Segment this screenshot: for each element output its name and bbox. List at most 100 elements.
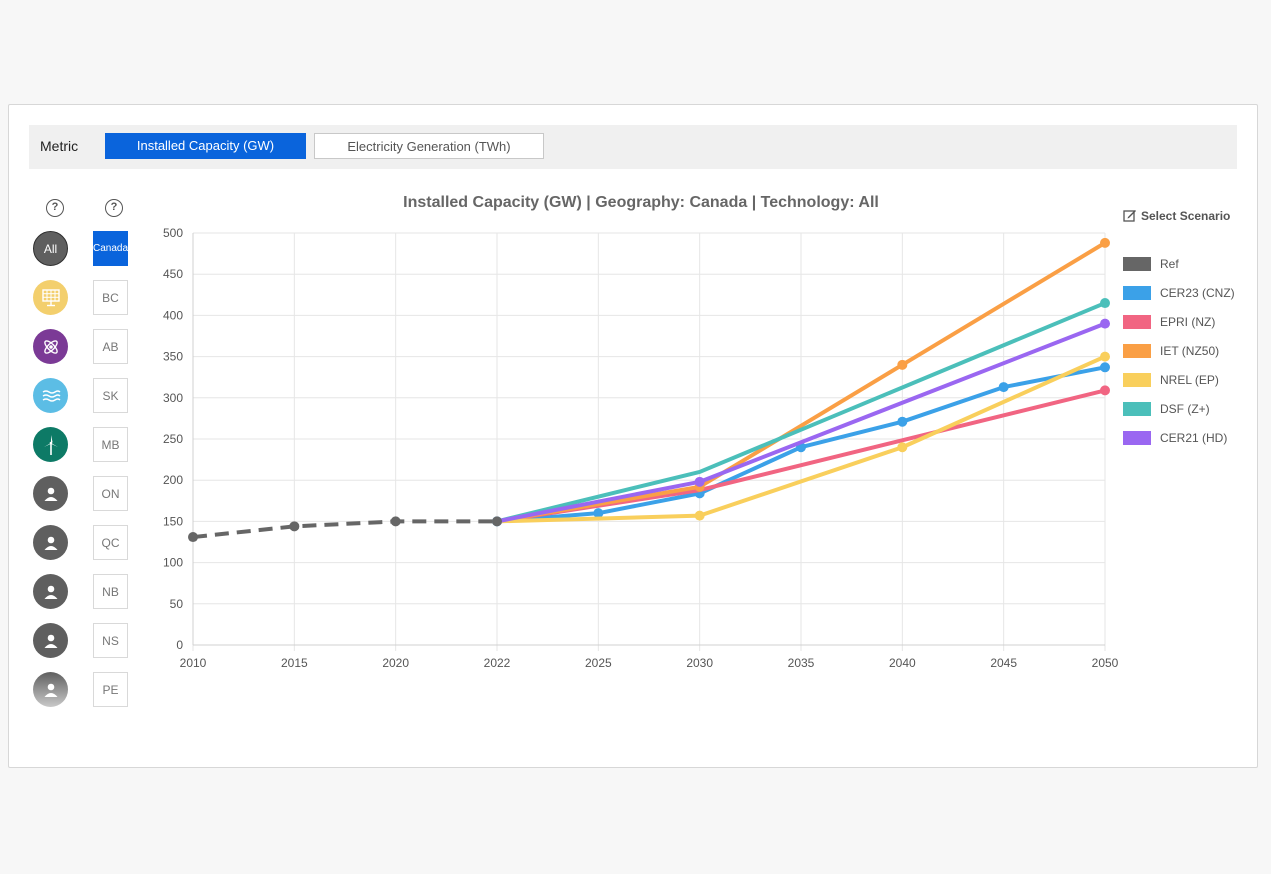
- electricity-generation-button[interactable]: Electricity Generation (TWh): [314, 133, 544, 159]
- legend-item-cer21-hd[interactable]: CER21 (HD): [1123, 423, 1235, 452]
- x-tick-label: 2030: [686, 656, 713, 670]
- series-line-ref: [192, 519, 497, 540]
- data-point-ref: [188, 532, 198, 543]
- tech-nuclear-button[interactable]: [33, 329, 68, 364]
- tech-item-6-button[interactable]: [33, 476, 68, 511]
- geo-on-button[interactable]: ON: [93, 476, 128, 511]
- geo-ab-button[interactable]: AB: [93, 329, 128, 364]
- tech-all-label: All: [43, 241, 58, 256]
- legend-label: CER21 (HD): [1160, 430, 1228, 445]
- geo-bc-button[interactable]: BC: [93, 280, 128, 315]
- x-tick-label: 2040: [889, 656, 916, 670]
- technology-filter-list: All: [33, 231, 69, 727]
- x-tick-label: 2022: [484, 656, 511, 670]
- person-icon: [44, 585, 57, 599]
- x-tick-label: 2045: [990, 656, 1017, 670]
- data-point-nrel-ep: [694, 510, 705, 521]
- y-tick-label: 100: [163, 556, 183, 570]
- geo-mb-button[interactable]: MB: [93, 427, 128, 462]
- data-point-cer21-hd: [694, 476, 705, 487]
- y-tick-label: 400: [163, 308, 183, 322]
- y-tick-label: 200: [163, 473, 183, 487]
- chart-title: Installed Capacity (GW) | Geography: Can…: [403, 194, 879, 211]
- data-point-iet-nz50: [897, 359, 908, 370]
- y-tick-label: 500: [163, 226, 183, 240]
- chart-axes: 0 50 100 150 200 250 300 350 400 450 500 2010 2015 20…: [163, 226, 1119, 670]
- wind-turbine-icon: [43, 434, 58, 455]
- geography-help-icon[interactable]: ?: [105, 199, 123, 217]
- y-tick-label: 150: [163, 514, 183, 528]
- person-icon: [44, 634, 57, 648]
- legend-item-epri-nz[interactable]: EPRI (NZ): [1123, 307, 1235, 336]
- legend-swatch: [1123, 430, 1151, 445]
- legend-swatch: [1123, 401, 1151, 416]
- tech-item-9-button[interactable]: [33, 623, 68, 658]
- legend-label: IET (NZ50): [1160, 343, 1220, 358]
- y-tick-label: 300: [163, 391, 183, 405]
- legend-label: DSF (Z+): [1160, 401, 1210, 416]
- legend-label: Ref: [1160, 256, 1179, 271]
- legend-label: EPRI (NZ): [1160, 314, 1216, 329]
- legend-item-ref[interactable]: Ref: [1123, 249, 1235, 278]
- tech-hydro-button[interactable]: [33, 378, 68, 413]
- tech-item-8-button[interactable]: [33, 574, 68, 609]
- person-icon: [44, 536, 57, 550]
- legend-item-nrel-ep[interactable]: NREL (EP): [1123, 365, 1235, 394]
- installed-capacity-button[interactable]: Installed Capacity (GW): [105, 133, 306, 159]
- data-point-cer23-cnz: [1100, 362, 1110, 373]
- legend-label: CER23 (CNZ): [1160, 285, 1235, 300]
- technology-help-icon[interactable]: ?: [46, 199, 64, 217]
- y-tick-label: 450: [163, 267, 183, 281]
- select-scenario-label: Select Scenario: [1141, 209, 1231, 223]
- legend-swatch: [1123, 343, 1151, 358]
- x-tick-label: 2035: [788, 656, 815, 670]
- tech-wind-button[interactable]: [33, 427, 68, 462]
- series-line-nrel-ep: [495, 354, 1107, 524]
- chart-gridlines: [192, 232, 1106, 651]
- x-tick-label: 2050: [1092, 656, 1119, 670]
- metric-label: Metric: [40, 138, 79, 154]
- person-icon: [44, 683, 57, 697]
- geo-pe-button[interactable]: PE: [93, 672, 128, 707]
- legend-swatch: [1123, 372, 1151, 387]
- legend-item-cer23-cnz[interactable]: CER23 (CNZ): [1123, 278, 1235, 307]
- chart-panel: Metric Installed Capacity (GW) Electrici…: [8, 104, 1258, 768]
- geo-canada-button[interactable]: Canada: [93, 231, 128, 266]
- legend-item-dsf-z[interactable]: DSF (Z+): [1123, 394, 1235, 423]
- tech-item-10-button[interactable]: [33, 672, 68, 707]
- geo-nb-button[interactable]: NB: [93, 574, 128, 609]
- person-icon: [44, 487, 57, 501]
- data-point-dsf-z: [1100, 298, 1110, 309]
- x-tick-label: 2010: [180, 656, 207, 670]
- data-point-ref: [289, 521, 300, 532]
- tech-solar-button[interactable]: [33, 280, 68, 315]
- metric-selector-bar: Metric Installed Capacity (GW) Electrici…: [29, 125, 1237, 169]
- legend-label: NREL (EP): [1160, 372, 1219, 387]
- legend-swatch: [1123, 285, 1151, 300]
- tech-all-button[interactable]: All: [33, 231, 68, 266]
- y-tick-label: 250: [163, 432, 183, 446]
- geo-sk-button[interactable]: SK: [93, 378, 128, 413]
- solar-panel-icon: [41, 288, 60, 306]
- geo-ns-button[interactable]: NS: [93, 623, 128, 658]
- data-point-nrel-ep: [897, 442, 908, 453]
- data-point-ref: [390, 516, 401, 527]
- data-point-cer23-cnz: [593, 508, 604, 519]
- data-point-cer23-cnz: [897, 416, 908, 427]
- legend-swatch: [1123, 256, 1151, 271]
- x-tick-label: 2020: [382, 656, 409, 670]
- select-scenario-button[interactable]: Select Scenario: [1123, 209, 1230, 223]
- y-tick-label: 0: [176, 638, 183, 652]
- data-point-epri-nz: [1100, 385, 1110, 396]
- y-tick-label: 350: [163, 350, 183, 364]
- x-tick-label: 2025: [585, 656, 612, 670]
- geo-qc-button[interactable]: QC: [93, 525, 128, 560]
- data-point-nrel-ep: [1100, 351, 1110, 362]
- data-point-ref: [492, 516, 502, 527]
- tech-item-7-button[interactable]: [33, 525, 68, 560]
- legend-item-iet-nz50[interactable]: IET (NZ50): [1123, 336, 1235, 365]
- line-chart: 0 50 100 150 200 250 300 350 400 450 500 2010 2015 20…: [163, 226, 1119, 670]
- data-point-cer23-cnz: [998, 382, 1009, 393]
- chart-legend: Ref CER23 (CNZ) EPRI (NZ) IET (NZ50) NREL (E…: [1123, 249, 1235, 452]
- edit-icon: [1123, 210, 1136, 222]
